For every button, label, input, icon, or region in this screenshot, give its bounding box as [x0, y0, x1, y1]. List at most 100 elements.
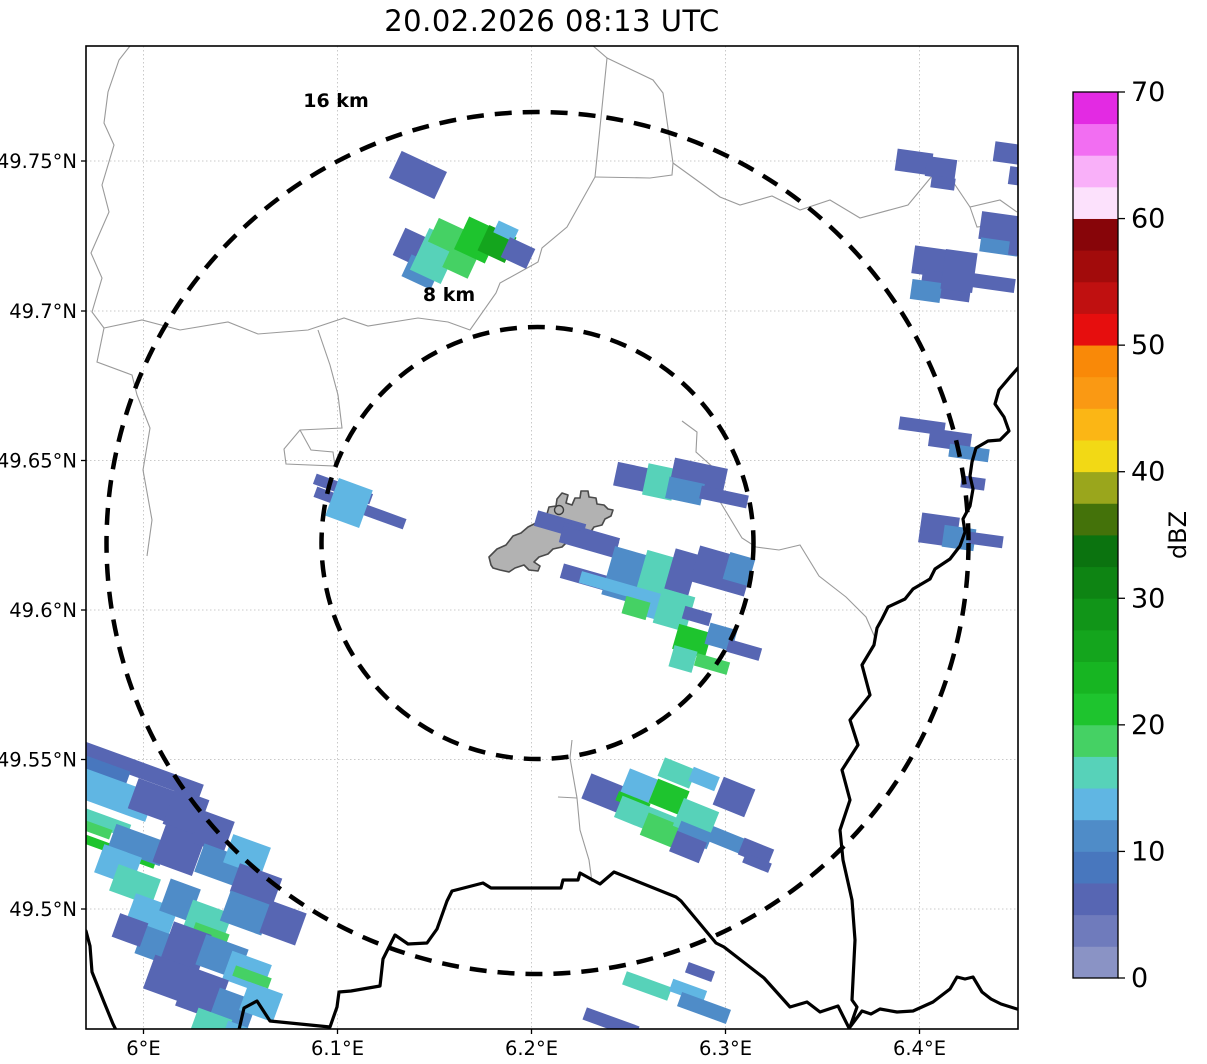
admin-boundary-line	[103, 46, 608, 335]
figure-title: 20.02.2026 08:13 UTC	[384, 4, 720, 38]
colorbar-segment	[1073, 281, 1118, 314]
echo-cell	[325, 478, 373, 528]
colorbar-tick-label: 70	[1131, 77, 1165, 108]
range-ring	[319, 324, 756, 762]
echo-cell	[909, 279, 943, 303]
echo-cell	[107, 823, 169, 867]
echo-cell	[707, 826, 751, 856]
echo-cell	[722, 551, 756, 587]
colorbar-segment	[1073, 882, 1118, 916]
echo-cell	[693, 653, 731, 675]
echo-cell	[992, 141, 1018, 165]
colorbar-segment	[1073, 408, 1118, 441]
echo-cell	[668, 978, 708, 1004]
echo-cell	[1008, 224, 1018, 258]
admin-boundaries	[90, 46, 1018, 883]
echo-cell	[259, 900, 307, 946]
x-tick-label: 6.1°E	[311, 1037, 364, 1060]
echo-cell	[894, 148, 934, 176]
colorbar-axis-label: dBZ	[1164, 511, 1192, 559]
echo-cell	[665, 476, 705, 506]
colorbar-segment	[1073, 724, 1118, 757]
admin-boundary-line	[557, 796, 578, 799]
echo-cell	[940, 248, 978, 294]
colorbar-segment	[1073, 313, 1118, 346]
echo-cell	[232, 965, 272, 989]
colorbar-segment	[1073, 376, 1118, 409]
echo-cell	[493, 220, 519, 242]
colorbar-segment	[1073, 914, 1118, 947]
colorbar-segment	[1073, 787, 1118, 821]
echo-cell	[162, 787, 210, 837]
country-border-line	[237, 870, 851, 1029]
echo-cell	[681, 605, 713, 627]
echo-cell	[582, 1007, 640, 1029]
colorbar-segment	[1073, 344, 1118, 378]
echo-cell	[86, 751, 131, 785]
axis-labels: 6°E 6.1°E 6.2°E 6.3°E 6.4°E 49.75°N 49.7°N 49.6…	[0, 150, 946, 1060]
colorbar-segment	[1073, 91, 1118, 125]
echo-cell	[581, 773, 627, 813]
colorbar-tick-label: 30	[1131, 583, 1165, 614]
x-tick-label: 6.4°E	[893, 1037, 946, 1060]
colorbar-segment	[1073, 186, 1118, 219]
y-tick-label: 49.75°N	[0, 150, 77, 173]
echo-cell	[392, 227, 426, 265]
admin-boundary-line	[90, 46, 153, 557]
country-border-line	[86, 929, 118, 1029]
echo-cell	[688, 766, 720, 792]
colorbar-segment	[1073, 439, 1118, 473]
echo-cell	[223, 834, 271, 876]
colorbar-segment	[1073, 249, 1118, 283]
colorbar-segment	[1073, 756, 1118, 789]
colorbar-tick-label: 60	[1131, 204, 1165, 235]
echo-cell	[652, 588, 696, 632]
echo-cell	[664, 548, 700, 596]
echo-cell	[621, 595, 651, 621]
echo-cell	[86, 816, 113, 840]
colorbar-tick-label: 50	[1131, 330, 1165, 361]
range-ring-label: 16 km	[303, 90, 369, 112]
echo-cell	[142, 954, 192, 1002]
colorbar-tick-label: 10	[1131, 836, 1165, 867]
echo-cell	[622, 971, 672, 1001]
echo-cell	[737, 837, 775, 867]
country-borders	[86, 366, 1018, 1029]
echo-cell	[639, 812, 681, 848]
echo-cell	[669, 830, 707, 864]
colorbar-segment	[1073, 471, 1118, 504]
y-tick-label: 49.5°N	[9, 898, 77, 921]
y-tick-label: 49.55°N	[0, 749, 77, 772]
colorbar-segment	[1073, 534, 1118, 568]
x-tick-label: 6.3°E	[699, 1037, 752, 1060]
echo-cell	[930, 175, 956, 191]
admin-boundary-line	[283, 329, 343, 467]
echo-cell	[86, 740, 204, 800]
echo-cell	[668, 645, 698, 673]
echo-cell	[500, 237, 536, 269]
echo-cell	[192, 922, 230, 944]
echo-cell	[657, 757, 697, 789]
echo-cell	[127, 778, 177, 822]
range-rings	[104, 109, 971, 977]
admin-boundary-line	[672, 162, 1018, 219]
echo-cell	[712, 776, 756, 818]
colorbar-segment	[1073, 502, 1118, 536]
colorbar-tick-label: 20	[1131, 710, 1165, 741]
echo-cell	[648, 778, 690, 816]
colorbar-segment	[1073, 945, 1118, 979]
colorbar-segment	[1073, 566, 1118, 599]
echo-cell	[1007, 166, 1018, 186]
range-ring-label: 8 km	[423, 284, 475, 306]
echo-cell	[725, 639, 763, 661]
echo-cell	[189, 1007, 233, 1029]
echo-cell	[238, 981, 284, 1023]
echo-cell	[677, 992, 731, 1024]
echo-cell	[558, 525, 620, 559]
colorbar-tick-label: 0	[1131, 963, 1148, 994]
echo-cell	[109, 864, 161, 906]
echo-cell	[152, 824, 206, 876]
colorbar-outline	[1072, 91, 1119, 979]
